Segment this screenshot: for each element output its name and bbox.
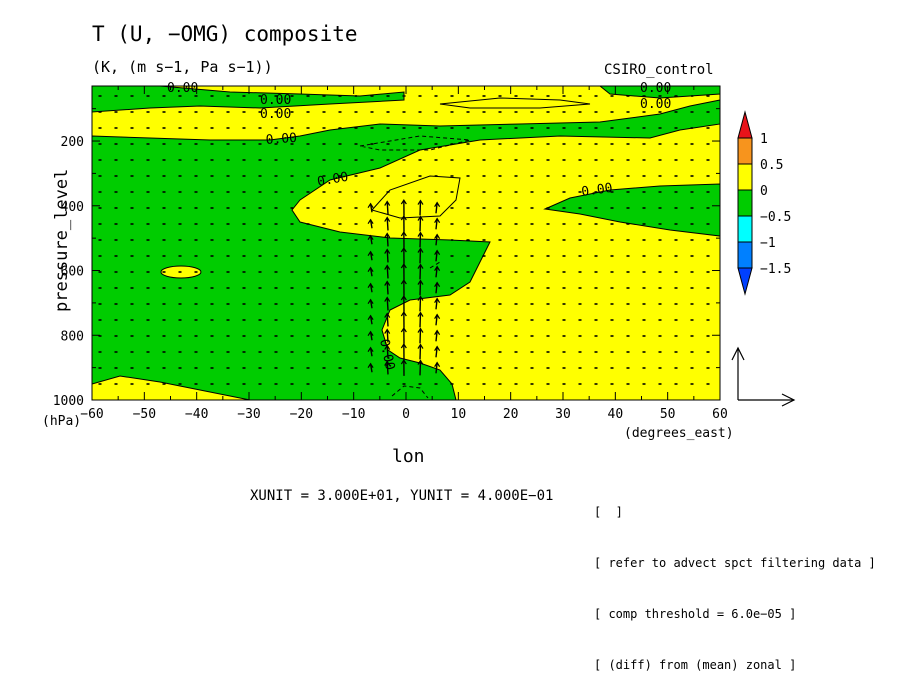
colorbar-label: 0.5 [760, 158, 783, 173]
reference-vector [732, 348, 794, 406]
x-tick-label: 20 [503, 407, 519, 422]
x-tick-label: 50 [660, 407, 676, 422]
x-tick-label: −60 [80, 407, 103, 422]
contour-label: 0.00 [167, 81, 198, 96]
colorbar-swatch [738, 216, 752, 242]
y-tick-label: 800 [61, 329, 84, 344]
y-tick-label: 1000 [53, 394, 84, 409]
y-tick-label: 200 [61, 135, 84, 150]
colorbar-swatch [738, 242, 752, 268]
x-tick-label: 40 [608, 407, 624, 422]
x-tick-label: −40 [185, 407, 208, 422]
contour-label: 0.00 [260, 93, 291, 108]
y-tick-label: 600 [61, 265, 84, 280]
x-tick-label: 10 [451, 407, 467, 422]
x-tick-label: 0 [402, 407, 410, 422]
colorbar-label: 0 [760, 184, 768, 199]
colorbar-label: 1 [760, 132, 768, 147]
chart-plot: 0.000.000.000.000.000.000.000.000.00 −60… [0, 0, 904, 654]
colorbar-label: −1.5 [760, 262, 791, 277]
x-tick-label: 60 [712, 407, 728, 422]
x-tick-label: −20 [290, 407, 313, 422]
colorbar-swatch [738, 190, 752, 216]
colorbar-bottom-triangle [738, 268, 752, 294]
x-tick-label: −10 [342, 407, 365, 422]
colorbar: 1 0.5 0 −0.5 −1 −1.5 [738, 112, 791, 294]
note-line: [ (diff) from (mean) zonal ] [594, 657, 876, 674]
colorbar-swatch [738, 138, 752, 164]
x-tick-label: −50 [133, 407, 156, 422]
y-tick-label: 400 [61, 200, 84, 215]
colorbar-swatch [738, 164, 752, 190]
colorbar-label: −1 [760, 236, 776, 251]
contour-label: 0.00 [640, 81, 671, 96]
contour-fills [92, 86, 720, 400]
contour-label: 0.00 [265, 131, 297, 148]
x-tick-label: 30 [555, 407, 571, 422]
colorbar-top-triangle [738, 112, 752, 138]
contour-label: 0.00 [260, 107, 291, 122]
x-tick-label: −30 [237, 407, 260, 422]
contour-label: 0.00 [640, 97, 671, 112]
colorbar-label: −0.5 [760, 210, 791, 225]
